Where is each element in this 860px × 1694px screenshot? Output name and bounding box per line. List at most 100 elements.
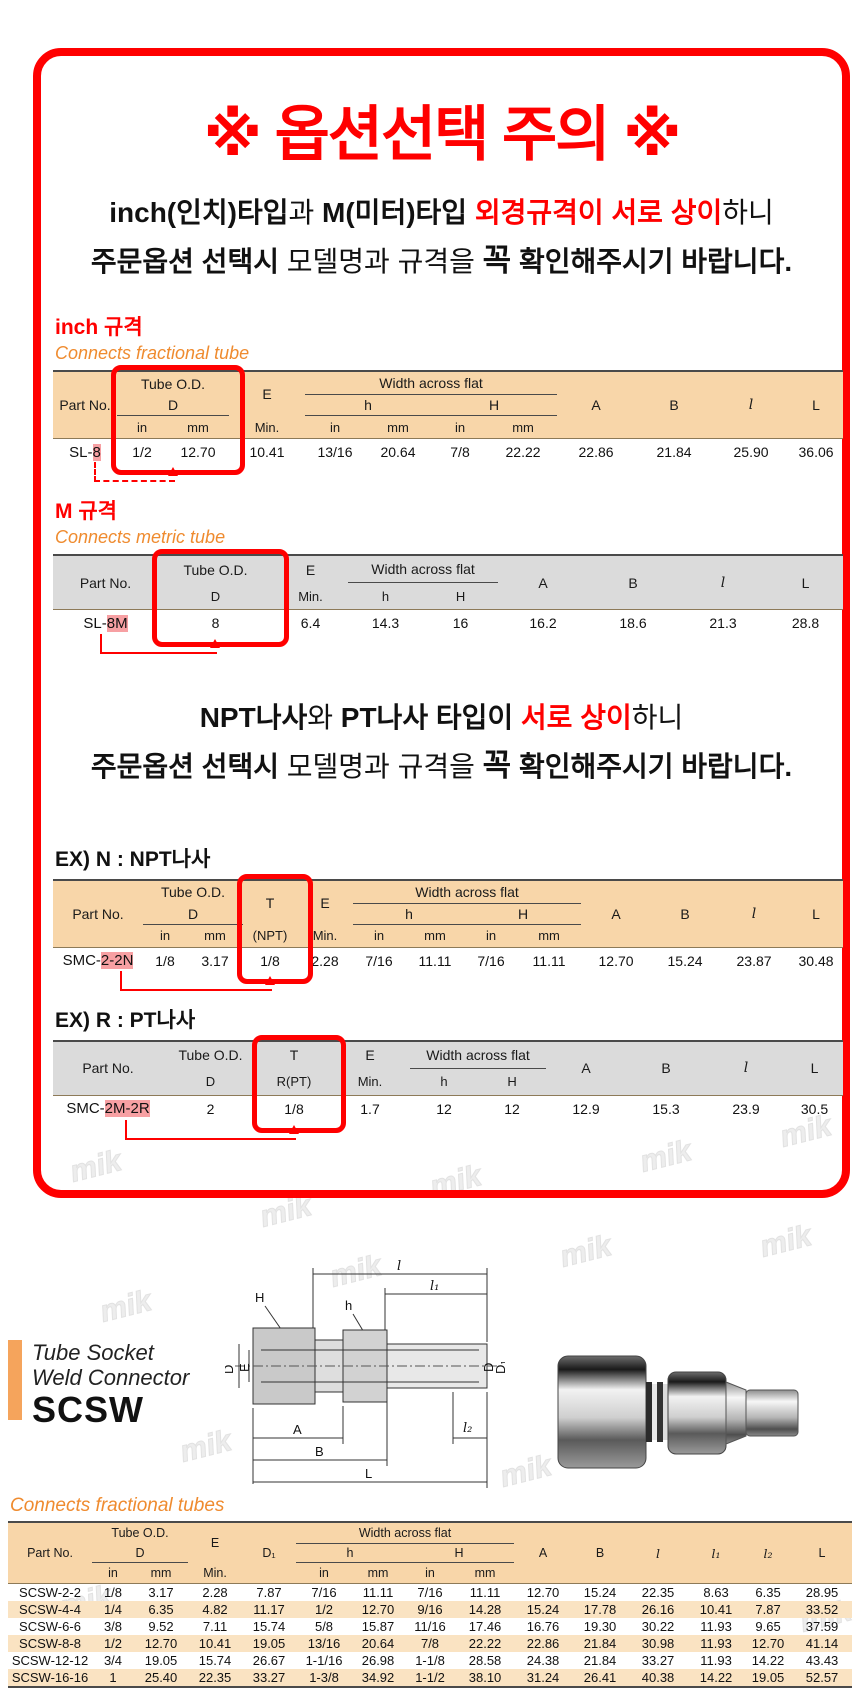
cell: 25.40 [134,1669,189,1687]
cell: 3/4 [103,1653,123,1668]
col-header: A [498,555,589,610]
col-header: H [423,582,499,610]
col-header: Min. [273,582,348,610]
cell: 33.52 [792,1601,853,1618]
warning-text-inch-metric: inch(인치)타입과 M(미터)타입 외경규격이 서로 상이하니 주문옵션 선… [41,191,842,285]
cell: 30.5 [786,1094,844,1122]
cell: 2.28 [297,946,353,974]
cell: 7/16 [404,1583,457,1601]
dimension-diagram: l l₁ H h D E D D₁ A B L [225,1259,505,1488]
cell: 26.98 [361,1653,395,1668]
col-header: Min. [330,1068,410,1096]
cell: 19.30 [583,1619,617,1634]
cell: 28.58 [468,1653,502,1668]
dim-label-l1: l₁ [430,1279,439,1294]
part-highlight: 8M [106,614,128,632]
col-header: A [546,1040,627,1096]
cell: 23.87 [719,946,790,974]
cell: 2.28 [188,1583,243,1601]
cell: 11.93 [700,1619,732,1634]
part-prefix: SMC- [62,952,101,970]
dim-label-H: H [255,1290,264,1305]
col-header: E [273,555,348,583]
col-header: in [92,1562,134,1584]
col-header: H [431,394,558,417]
scsw-table-sublabel: Connects fractional tubes [10,1495,225,1516]
watermark: mik [96,1284,155,1330]
cell: 18.6 [588,609,679,637]
cell: 11.11 [456,1583,515,1601]
cell: 11.93 [700,1653,732,1668]
dim-label-A: A [293,1422,302,1437]
cell: 22.86 [557,438,636,466]
cell: 33.27 [641,1653,675,1668]
cell: 1/8 [143,946,187,974]
text-segment-red: 서로 상이 [520,702,632,734]
cell: 6.35 [134,1601,189,1618]
cell: 12 [478,1094,547,1122]
col-header: H [404,1543,515,1563]
cell: 12.70 [514,1583,573,1601]
connector-line [94,462,175,483]
col-header: D [158,582,273,610]
inch-spec-table: Part No. Tube O.D. E Width across flat A… [53,370,844,466]
cell: 17.46 [468,1619,502,1634]
cell: 14.22 [688,1669,745,1687]
col-header: E [297,879,353,925]
warning-title: ※ 옵션선택 주의 ※ [203,101,682,168]
col-header: T [258,1040,330,1069]
cell: 8 [158,609,273,637]
inch-spec-sublabel: Connects fractional tube [55,343,250,364]
part-prefix: SL- [83,614,107,632]
cell: 1/2 [117,438,167,466]
cell: 21.84 [583,1653,617,1668]
part-no-cell: SMC-2M-2R [53,1094,163,1122]
cell: 7.11 [202,1619,228,1634]
cell: 23.9 [706,1094,787,1122]
col-header: L [768,555,844,610]
npt-spec-label: EX) N : NPT나사 [55,847,211,871]
dim-label-D-right: D [481,1363,496,1372]
part-no-cell: SL-8 [53,438,117,466]
part-highlight: 2-2N [100,952,134,970]
part-no-cell: SCSW-4-4 [8,1601,92,1618]
connector-line [120,970,272,991]
col-header: mm [456,1562,515,1584]
cell: 30.48 [789,946,844,974]
col-header: in [465,924,517,948]
col-header: h [305,394,431,417]
cell: 1.7 [330,1094,410,1122]
col-header: l [706,1040,787,1096]
metric-spec-table: Part No. Tube O.D. E Width across flat A… [53,554,844,637]
inch-spec-label: inch 규격 [55,316,143,340]
col-header: B [635,371,714,439]
cell: 7/16 [465,946,517,974]
connector-line [100,634,217,655]
pt-spec-table-wrap: Part No. Tube O.D. T E Width across flat… [53,1034,844,1140]
cell: 37.59 [805,1619,839,1634]
cell: 22.35 [188,1669,243,1687]
col-header: Width across flat [348,555,499,584]
arrow-up-icon [168,467,178,477]
col-header: Width across flat [353,879,582,904]
watermark: mik [756,1219,815,1265]
cell: 1-1/2 [404,1669,457,1687]
cell: 20.64 [352,1635,405,1652]
col-header: Part No. [8,1522,92,1584]
product-model: SCSW [32,1388,144,1430]
dim-label-D: D [225,1365,236,1374]
part-highlight: 8 [92,443,101,461]
text-segment-red: 외경규격이 서로 상이 [474,197,723,228]
cell: 1/2 [296,1601,353,1618]
col-header: h [296,1543,405,1563]
table-row: SCSW-6-6 3/8 9.52 7.11 15.74 5/8 15.87 11/16 17… [8,1618,852,1635]
col-header: Tube O.D. [163,1040,258,1069]
part-no-cell: SCSW-2-2 [8,1583,92,1601]
col-header: B [651,879,720,948]
col-header: B [572,1522,629,1584]
cell: 1-1/8 [415,1653,445,1668]
cell: 3/8 [103,1619,123,1634]
col-header: mm [405,924,465,948]
cell: 12 [410,1094,478,1122]
